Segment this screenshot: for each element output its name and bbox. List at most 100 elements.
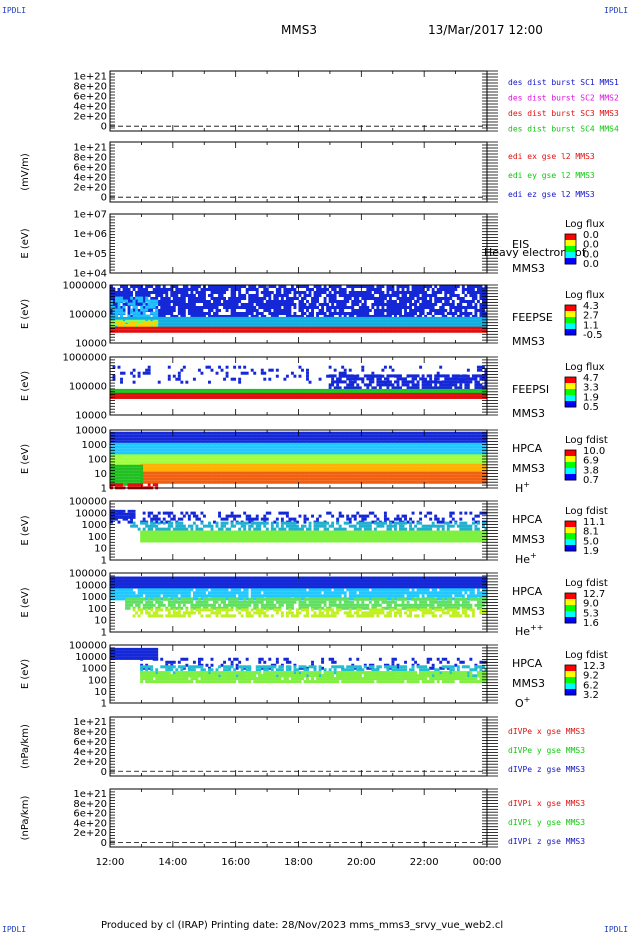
heatmap-cell: [429, 448, 433, 452]
heatmap-cell: [140, 312, 144, 315]
heatmap-cell: [263, 440, 267, 444]
heatmap-cell: [208, 329, 211, 333]
heatmap-cell: [162, 434, 166, 438]
heatmap-cell: [253, 319, 257, 323]
heatmap-cell: [419, 316, 423, 320]
heatmap-cell: [356, 440, 360, 444]
heatmap-cell: [336, 380, 340, 384]
heatmap-cell: [150, 457, 154, 461]
heatmap-cell: [258, 285, 262, 288]
heatmap-cell: [255, 388, 259, 392]
heatmap-cell: [351, 300, 355, 303]
legend-entry: des dist burst SC1 MMS1: [508, 78, 619, 87]
heatmap-cell: [295, 388, 299, 392]
heatmap-cell: [358, 319, 362, 323]
heatmap-cell: [213, 288, 216, 291]
heatmap-cell: [253, 440, 257, 444]
heatmap-cell: [341, 434, 345, 438]
heatmap-cell: [456, 437, 460, 441]
heatmap-cell: [381, 388, 385, 392]
heatmap-cell: [311, 315, 314, 318]
heatmap-cell: [466, 285, 470, 288]
heatmap-cell: [127, 294, 131, 297]
heatmap-cell: [351, 377, 355, 381]
heatmap-cell: [293, 291, 297, 294]
heatmap-cell: [293, 451, 297, 455]
heatmap-cell: [255, 319, 259, 323]
heatmap-cell: [366, 442, 370, 446]
heatmap-cell: [401, 442, 405, 446]
heatmap-cell: [424, 383, 428, 387]
colorbar-band: [565, 317, 576, 324]
heatmap-cell: [366, 288, 370, 291]
heatmap-cell: [127, 309, 131, 312]
heatmap-cell: [469, 440, 473, 444]
heatmap-cell: [167, 445, 171, 449]
heatmap-cell: [414, 388, 418, 392]
heatmap-cell: [411, 288, 415, 291]
y-axis-label: E (eV): [20, 371, 31, 401]
heatmap-cell: [306, 388, 309, 392]
heatmap-cell: [230, 306, 234, 309]
heatmap-cell: [421, 448, 425, 452]
heatmap-cell: [162, 319, 166, 323]
heatmap-cell: [260, 291, 264, 294]
heatmap-cell: [394, 312, 397, 315]
heatmap-cell: [228, 440, 232, 444]
heatmap-cell: [378, 388, 382, 392]
heatmap-cell: [180, 380, 184, 384]
heatmap-cell: [248, 329, 252, 333]
heatmap-cell: [328, 431, 332, 435]
heatmap-cell: [399, 377, 402, 381]
heatmap-cell: [225, 440, 229, 444]
heatmap-cell: [441, 303, 445, 306]
heatmap-cell: [185, 316, 189, 320]
heatmap-cell: [461, 395, 465, 399]
heatmap-cell: [248, 306, 252, 309]
heatmap-cell: [409, 312, 412, 315]
heatmap-cell: [220, 285, 224, 288]
heatmap-cell: [479, 319, 483, 323]
heatmap-cell: [373, 319, 377, 323]
heatmap-cell: [426, 445, 430, 449]
heatmap-cell: [424, 322, 428, 326]
heatmap-cell: [135, 440, 139, 444]
heatmap-cell: [202, 319, 206, 323]
heatmap-cell: [361, 291, 365, 294]
heatmap-cell: [383, 294, 387, 297]
heatmap-cell: [223, 442, 227, 446]
heatmap-cell: [466, 319, 470, 323]
heatmap-cell: [240, 315, 244, 318]
heatmap-cell: [336, 392, 340, 396]
heatmap-cell: [446, 386, 450, 390]
heatmap-cell: [409, 374, 412, 378]
heatmap-cell: [434, 316, 438, 320]
heatmap-cell: [391, 329, 395, 333]
heatmap-cell: [341, 440, 345, 444]
heatmap-cell: [313, 437, 317, 441]
heatmap-cell: [444, 288, 448, 291]
heatmap-cell: [376, 329, 380, 333]
heatmap-cell: [461, 431, 465, 435]
heatmap-cell: [117, 437, 121, 441]
heatmap-cell: [474, 437, 478, 441]
heatmap-cell: [195, 297, 199, 300]
heatmap-cell: [205, 306, 209, 309]
heatmap-cell: [182, 309, 186, 312]
heatmap-cell: [223, 326, 227, 330]
heatmap-cell: [313, 445, 317, 449]
heatmap-cell: [311, 300, 314, 303]
legend-entry: des dist burst SC2 MMS2: [508, 94, 619, 103]
heatmap-cell: [285, 319, 289, 323]
heatmap-cell: [388, 285, 392, 288]
heatmap-cell: [406, 431, 410, 435]
heatmap-cell: [476, 316, 480, 320]
heatmap-cell: [416, 442, 420, 446]
heatmap-cell: [346, 322, 350, 326]
heatmap-cell: [250, 437, 254, 441]
heatmap-cell: [243, 306, 247, 309]
heatmap-cell: [338, 306, 342, 309]
y-tick-label: 6e+20: [73, 162, 107, 173]
heatmap-cell: [195, 388, 199, 392]
heatmap-cell: [451, 303, 455, 306]
